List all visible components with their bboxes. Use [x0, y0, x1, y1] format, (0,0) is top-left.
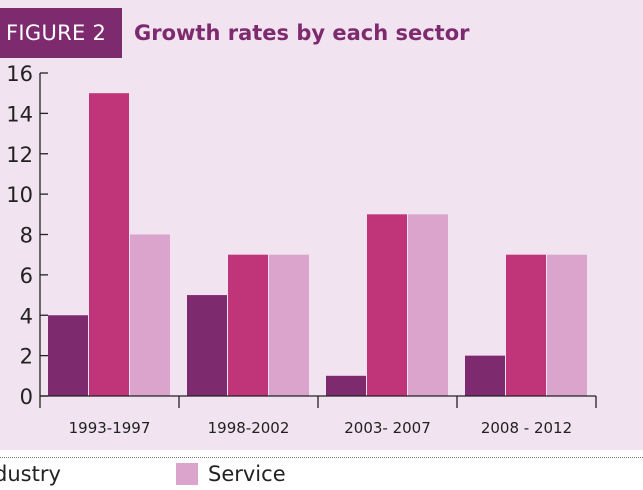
bar-s1-c2	[367, 214, 407, 396]
x-tick-label: 2008 - 2012	[481, 419, 572, 437]
bar-s1-c1	[228, 254, 268, 396]
divider-line	[0, 457, 643, 458]
y-tick-label: 16	[6, 62, 33, 86]
bar-s2-c1	[269, 254, 309, 396]
y-tick-label: 14	[6, 102, 33, 126]
legend-label-service: Service	[208, 462, 286, 486]
y-tick-label: 4	[20, 304, 33, 328]
bar-s2-c0	[130, 234, 170, 396]
bar-s0-c2	[326, 375, 366, 396]
x-tick-label: 1993-1997	[69, 419, 151, 437]
y-tick-label: 10	[6, 183, 33, 207]
legend-swatch-service	[176, 463, 198, 485]
x-tick-label: 2003- 2007	[344, 419, 431, 437]
y-tick-label: 2	[20, 345, 33, 369]
figure-tag: FIGURE 2	[0, 8, 122, 58]
y-tick-label: 8	[20, 224, 33, 248]
bar-s2-c3	[547, 254, 587, 396]
bar-s1-c0	[89, 93, 129, 396]
bar-s0-c1	[187, 295, 227, 396]
figure-title: Growth rates by each sector	[134, 21, 470, 45]
legend-item-service: Service	[176, 462, 286, 486]
legend-item-industry: dustry	[0, 462, 61, 486]
y-tick-label: 12	[6, 143, 33, 167]
bar-s0-c3	[465, 355, 505, 396]
y-tick-label: 0	[20, 385, 33, 409]
bar-s0-c0	[48, 315, 88, 396]
y-tick-label: 6	[20, 264, 33, 288]
bar-s2-c2	[408, 214, 448, 396]
figure-header: FIGURE 2 Growth rates by each sector	[0, 0, 643, 58]
x-tick-label: 1998-2002	[208, 419, 290, 437]
legend-label-industry: dustry	[0, 462, 61, 486]
bar-s1-c3	[506, 254, 546, 396]
